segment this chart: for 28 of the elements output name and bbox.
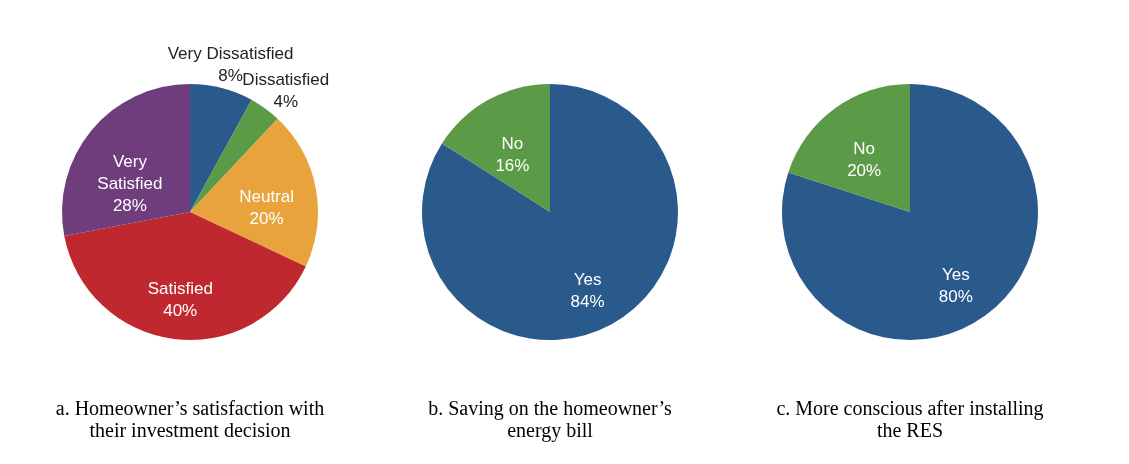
data-label: 40% (163, 301, 198, 321)
slice-label: Neutral (239, 187, 295, 207)
pie-slice (788, 84, 910, 212)
text: c. More conscious after installing the RES (776, 397, 1044, 441)
text: b. Saving on the homeowner’s energy bill (428, 397, 672, 442)
data-label: 4% (273, 92, 299, 112)
text: a. Homeowner’s satisfaction with their investment decision (55, 397, 325, 441)
data-label: 28% (112, 196, 147, 216)
slice-label: Dissatisfied (242, 70, 330, 90)
slice-label: Yes (573, 270, 602, 290)
data-label: 20% (847, 160, 882, 180)
slice-label: Yes (941, 265, 970, 285)
slice-label: No (853, 138, 876, 158)
slice-label: Very Satisfied (97, 152, 163, 194)
slice-label: Very Dissatisfied (167, 44, 294, 64)
pie-slice (64, 212, 306, 340)
data-label: 80% (938, 287, 973, 307)
slice-label: No (501, 133, 524, 153)
pie-slice (422, 84, 678, 340)
data-label: 84% (570, 292, 605, 312)
pie-slice (62, 84, 190, 236)
data-label: 8% (218, 66, 243, 86)
slice-label: Satisfied (147, 279, 213, 299)
data-label: 16% (495, 155, 530, 175)
pie-slice (441, 84, 550, 212)
data-label: 20% (249, 209, 284, 229)
pie-slice (782, 84, 1038, 340)
pie-slice (190, 118, 318, 267)
